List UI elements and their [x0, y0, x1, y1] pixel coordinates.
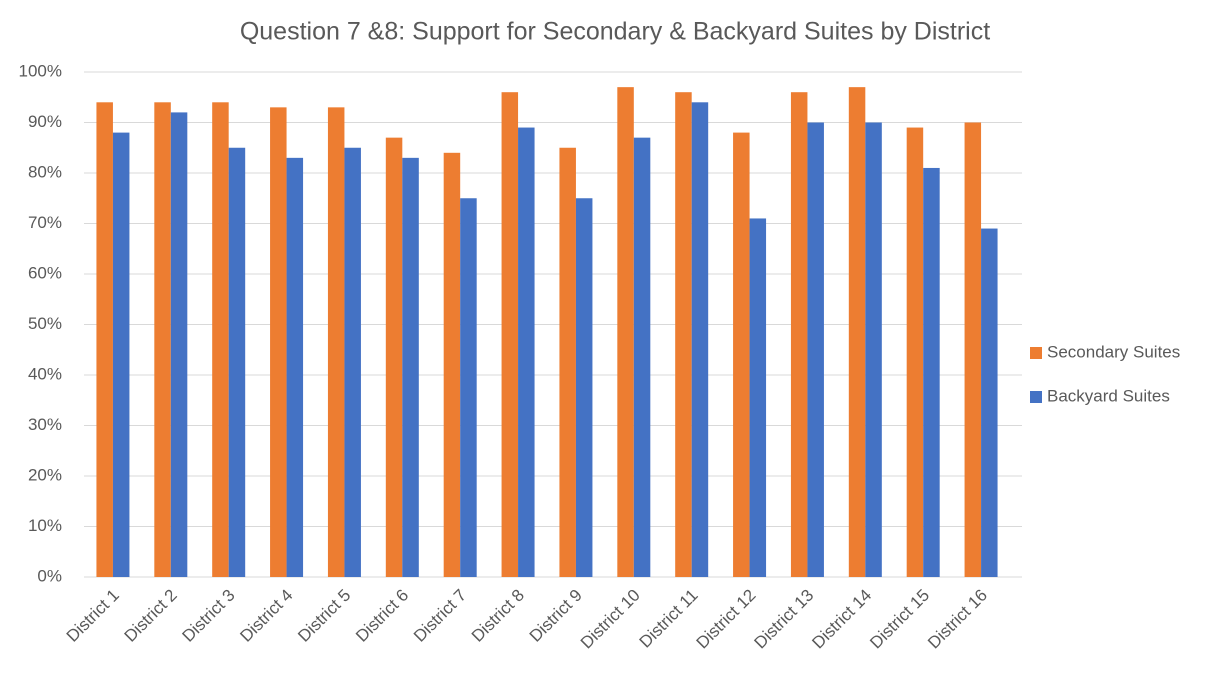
- y-tick-label: 40%: [28, 364, 62, 383]
- x-tick-label: District 8: [468, 586, 528, 646]
- x-tick-label: District 1: [63, 586, 123, 646]
- bar: [675, 92, 692, 577]
- legend-label: Backyard Suites: [1047, 386, 1170, 405]
- bar: [286, 157, 304, 577]
- bar: [981, 228, 998, 578]
- chart-title: Question 7 &8: Support for Secondary & B…: [240, 18, 990, 46]
- x-tick-label: District 7: [410, 586, 470, 646]
- bar: [749, 218, 767, 577]
- bar: [865, 122, 882, 577]
- bar: [518, 127, 535, 578]
- x-tick-label: District 14: [808, 586, 875, 653]
- x-tick-label: District 3: [178, 586, 238, 646]
- bar: [848, 87, 866, 578]
- bar: [344, 147, 361, 577]
- bar: [633, 137, 651, 577]
- bar: [691, 102, 709, 578]
- bar: [617, 87, 634, 578]
- bar: [460, 198, 477, 577]
- legend-swatch: [1030, 347, 1042, 359]
- x-tick-label: District 15: [866, 586, 933, 653]
- x-tick-label: District 2: [121, 586, 181, 646]
- bar: [733, 132, 750, 577]
- bar: [170, 112, 188, 578]
- y-tick-label: 30%: [28, 415, 62, 434]
- bar: [575, 198, 593, 577]
- bar: [154, 102, 171, 578]
- x-tick-label: District 9: [526, 586, 586, 646]
- y-tick-label: 20%: [28, 465, 62, 484]
- bar: [923, 167, 940, 577]
- bar: [327, 107, 345, 577]
- bar: [559, 147, 576, 577]
- bar: [402, 157, 419, 577]
- legend-swatch: [1030, 391, 1042, 403]
- bar: [790, 92, 808, 577]
- y-tick-label: 10%: [28, 516, 62, 535]
- x-tick-label: District 16: [924, 586, 991, 653]
- bar: [212, 102, 229, 578]
- bar: [385, 137, 403, 577]
- bar: [96, 102, 113, 578]
- bar: [228, 147, 246, 577]
- x-tick-label: District 10: [577, 586, 644, 653]
- y-tick-label: 60%: [28, 263, 62, 282]
- y-tick-label: 70%: [28, 213, 62, 232]
- y-tick-label: 80%: [28, 162, 62, 181]
- y-tick-label: 0%: [37, 566, 62, 585]
- x-tick-label: District 5: [294, 586, 354, 646]
- bar: [112, 132, 130, 577]
- y-tick-label: 50%: [28, 314, 62, 333]
- x-tick-label: District 12: [693, 586, 760, 653]
- x-tick-label: District 4: [236, 586, 296, 646]
- x-tick-label: District 13: [751, 586, 818, 653]
- x-tick-label: District 11: [636, 586, 702, 652]
- bar: [443, 152, 461, 578]
- y-tick-label: 100%: [19, 61, 62, 80]
- x-tick-label: District 6: [352, 586, 412, 646]
- y-tick-label: 90%: [28, 112, 62, 131]
- bar: [807, 122, 824, 577]
- legend-label: Secondary Suites: [1047, 342, 1180, 361]
- bar: [501, 92, 519, 577]
- bar: [964, 122, 982, 577]
- bar: [906, 127, 924, 578]
- bar: [270, 107, 287, 577]
